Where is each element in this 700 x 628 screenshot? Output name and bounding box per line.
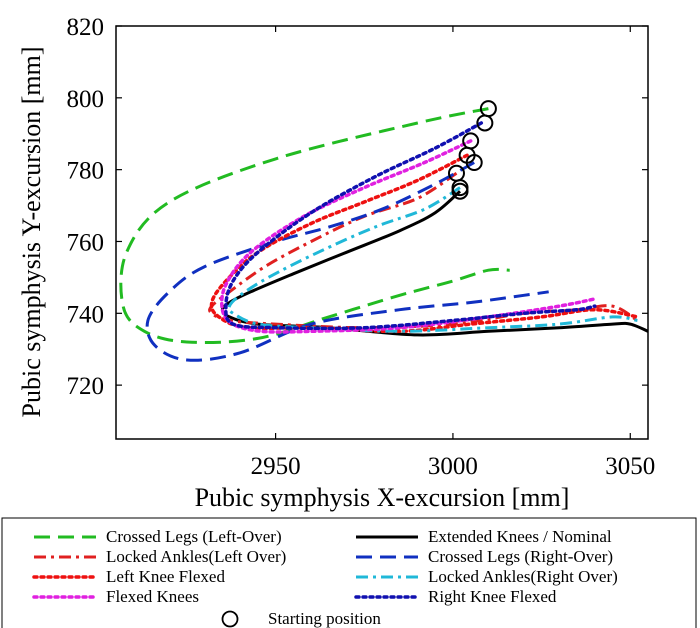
x-tick-label: 3050 [605,453,655,480]
series-layer [119,107,648,362]
legend-label-left-knee-flexed: Left Knee Flexed [106,567,225,586]
y-axis-label: Pubic symphysis Y-excursion [mm] [17,47,46,418]
x-tick-label: 3000 [428,453,478,480]
legend-label-crossed-legs-right-over: Crossed Legs (Right-Over) [428,547,613,566]
legend-label-starting-position: Starting position [268,609,381,628]
legend-label-locked-ankles-left-over: Locked Ankles(Left Over) [106,547,286,566]
x-tick-label: 2950 [251,453,301,480]
legend-label-locked-ankles-right-over: Locked Ankles(Right Over) [428,567,618,586]
x-axis-label: Pubic symphysis X-excursion [mm] [195,483,570,512]
plot-area [115,25,649,440]
series-line-crossed-legs-left-over [119,107,510,345]
y-axis-ticks: 720 740 760 780 800 820 [67,14,648,400]
legend-box [1,517,697,628]
start-marker-locked-ankles-right-over [451,179,469,197]
series-line-left-knee-flexed [209,153,640,334]
series-line-right-knee-flexed [224,121,597,331]
legend-label-flexed-knees: Flexed Knees [106,587,199,606]
series-line-crossed-legs-right-over [145,161,549,362]
legend-label-crossed-legs-left-over: Crossed Legs (Left-Over) [106,527,282,546]
marker-layer [447,100,497,200]
y-tick-label: 780 [67,158,105,185]
series-line-locked-ankles-right-over [227,186,638,333]
y-tick-label: 740 [67,301,105,328]
legend-start-marker [221,610,239,628]
start-marker-right-knee-flexed [476,114,494,132]
legend: Crossed Legs (Left-Over)Locked Ankles(Le… [1,517,697,628]
y-tick-label: 720 [67,373,105,400]
series-line-extended-knees-nominal [220,190,648,337]
legend-label-extended-knees-nominal: Extended Knees / Nominal [428,527,612,546]
x-axis-ticks: 2950 3000 3050 [251,26,655,480]
legend-label-right-knee-flexed: Right Knee Flexed [428,587,557,606]
start-marker-flexed-knees [462,132,480,150]
y-tick-label: 820 [67,14,105,41]
y-tick-label: 800 [67,86,105,113]
y-tick-label: 760 [67,229,105,256]
